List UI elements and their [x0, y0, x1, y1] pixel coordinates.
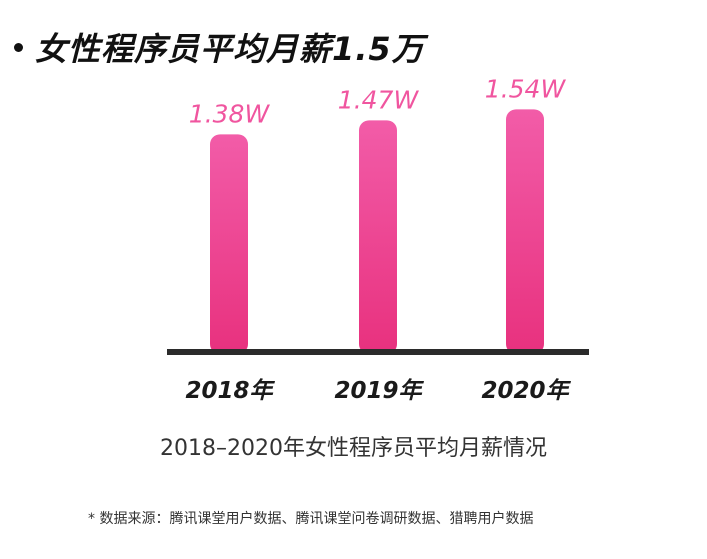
bar-2019年	[359, 120, 397, 354]
x-tick-label-2019年: 2019年	[334, 378, 424, 404]
chart-caption: 2018–2020年女性程序员平均月薪情况	[160, 436, 547, 461]
data-label-2019年: 1.47W	[338, 85, 420, 114]
bullet-dot-icon	[14, 42, 23, 52]
data-label-2018年: 1.38W	[189, 99, 271, 128]
x-tick-label-2020年: 2020年	[481, 378, 571, 404]
bar-chart: 1.38W 2018年 1.47W 2019年 1.54W 2020年	[167, 74, 589, 404]
x-tick-label-2018年: 2018年	[185, 378, 275, 404]
bar-2020年	[506, 109, 544, 354]
data-label-2020年: 1.54W	[485, 74, 567, 103]
headline-text: 女性程序员平均月薪1.5万	[35, 30, 425, 68]
source-note: * 数据来源：腾讯课堂用户数据、腾讯课堂问卷调研数据、猎聘用户数据	[88, 511, 534, 527]
headline: 女性程序员平均月薪1.5万	[14, 24, 425, 70]
bar-2018年	[210, 134, 248, 354]
